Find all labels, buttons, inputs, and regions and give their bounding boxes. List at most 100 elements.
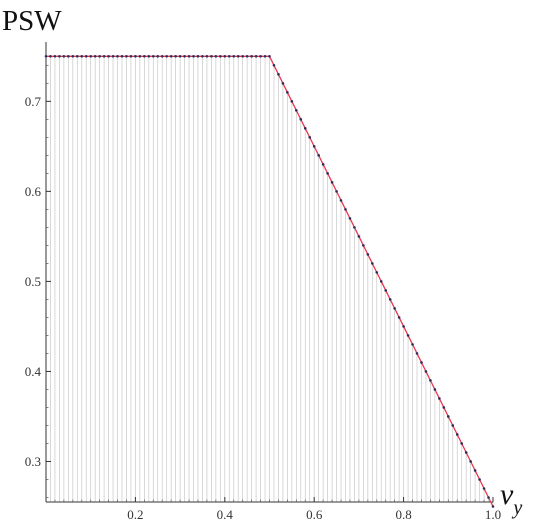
x-tick-label: 0.6: [306, 507, 323, 522]
data-point: [187, 55, 191, 58]
data-point: [223, 55, 227, 58]
data-point: [411, 343, 414, 346]
data-point: [406, 334, 410, 337]
data-point: [111, 55, 115, 58]
data-point: [210, 55, 213, 58]
data-point: [169, 55, 173, 58]
x-tick-label: 0.2: [127, 507, 143, 522]
data-point: [281, 82, 285, 85]
data-point: [317, 154, 320, 157]
data-point: [303, 127, 307, 130]
data-point: [245, 55, 249, 58]
data-point: [473, 469, 477, 472]
data-point: [429, 379, 432, 382]
data-point: [236, 55, 240, 58]
x-tick-label: 1.0: [485, 507, 501, 522]
data-point: [232, 55, 236, 58]
data-point: [388, 298, 392, 301]
x-axis-title-subscript: y: [511, 497, 522, 519]
data-point: [120, 55, 124, 58]
data-point: [442, 406, 446, 409]
data-point: [116, 55, 119, 58]
data-point: [402, 325, 405, 328]
data-point: [491, 505, 495, 508]
data-point: [254, 55, 258, 58]
y-tick-label: 0.6: [25, 184, 42, 199]
y-tick-label: 0.3: [25, 454, 41, 469]
data-point: [348, 217, 352, 220]
data-point: [482, 487, 486, 490]
data-point: [102, 55, 106, 58]
data-point: [201, 55, 204, 58]
data-point: [424, 370, 428, 373]
data-point: [371, 262, 374, 265]
data-point: [366, 253, 370, 256]
data-point: [67, 55, 70, 58]
data-point: [143, 55, 146, 58]
data-point: [62, 55, 66, 58]
data-point: [339, 199, 343, 202]
x-axis-title: νy: [500, 478, 522, 519]
axis-ticks: 0.2 0.4 0.6 0.8 1.0 0.3 0.4 0.5 0.6 0.7: [25, 64, 501, 522]
data-point: [353, 226, 356, 229]
data-point: [151, 55, 155, 58]
data-point: [44, 55, 48, 58]
data-point: [272, 64, 276, 67]
data-point: [58, 55, 61, 58]
data-point: [259, 55, 262, 58]
data-point: [299, 118, 303, 121]
data-point: [156, 55, 160, 58]
data-point: [219, 55, 222, 58]
data-point: [98, 55, 101, 58]
y-tick-label: 0.7: [25, 94, 42, 109]
data-point: [277, 73, 280, 76]
data-point: [312, 145, 316, 148]
data-point: [397, 316, 401, 319]
data-point: [464, 451, 468, 454]
data-point: [227, 55, 231, 58]
data-points: [44, 55, 495, 508]
data-point: [308, 136, 312, 139]
data-point: [330, 181, 334, 184]
data-point: [263, 55, 267, 58]
data-point: [357, 235, 361, 238]
data-point: [290, 100, 294, 103]
data-point: [375, 271, 379, 274]
data-point: [447, 415, 450, 418]
data-point: [178, 55, 182, 58]
data-point: [415, 352, 419, 355]
data-point: [75, 55, 79, 58]
data-point: [469, 460, 472, 463]
data-point: [214, 55, 218, 58]
data-point: [433, 388, 437, 391]
data-point: [451, 424, 455, 427]
data-point: [478, 478, 481, 481]
data-point: [460, 442, 464, 445]
data-point: [268, 55, 271, 58]
y-axis-title: PSW: [2, 5, 62, 37]
data-point: [107, 55, 110, 58]
x-tick-label: 0.4: [217, 507, 234, 522]
data-point: [89, 55, 92, 58]
data-point: [321, 163, 325, 166]
data-point: [362, 244, 365, 247]
data-point: [49, 55, 52, 58]
x-tick-label: 0.8: [395, 507, 411, 522]
data-point: [53, 55, 57, 58]
data-point: [174, 55, 177, 58]
data-point: [205, 55, 209, 58]
y-tick-label: 0.5: [25, 274, 41, 289]
data-point: [71, 55, 75, 58]
data-point: [420, 361, 423, 364]
data-point: [160, 55, 164, 58]
data-point: [241, 55, 244, 58]
data-point: [295, 109, 298, 112]
data-point: [393, 307, 396, 310]
data-point: [455, 433, 459, 436]
vertical-grid-lines: [45, 56, 494, 507]
data-point: [196, 55, 200, 58]
data-point: [286, 91, 289, 94]
data-point: [326, 172, 329, 175]
data-point: [384, 289, 388, 292]
